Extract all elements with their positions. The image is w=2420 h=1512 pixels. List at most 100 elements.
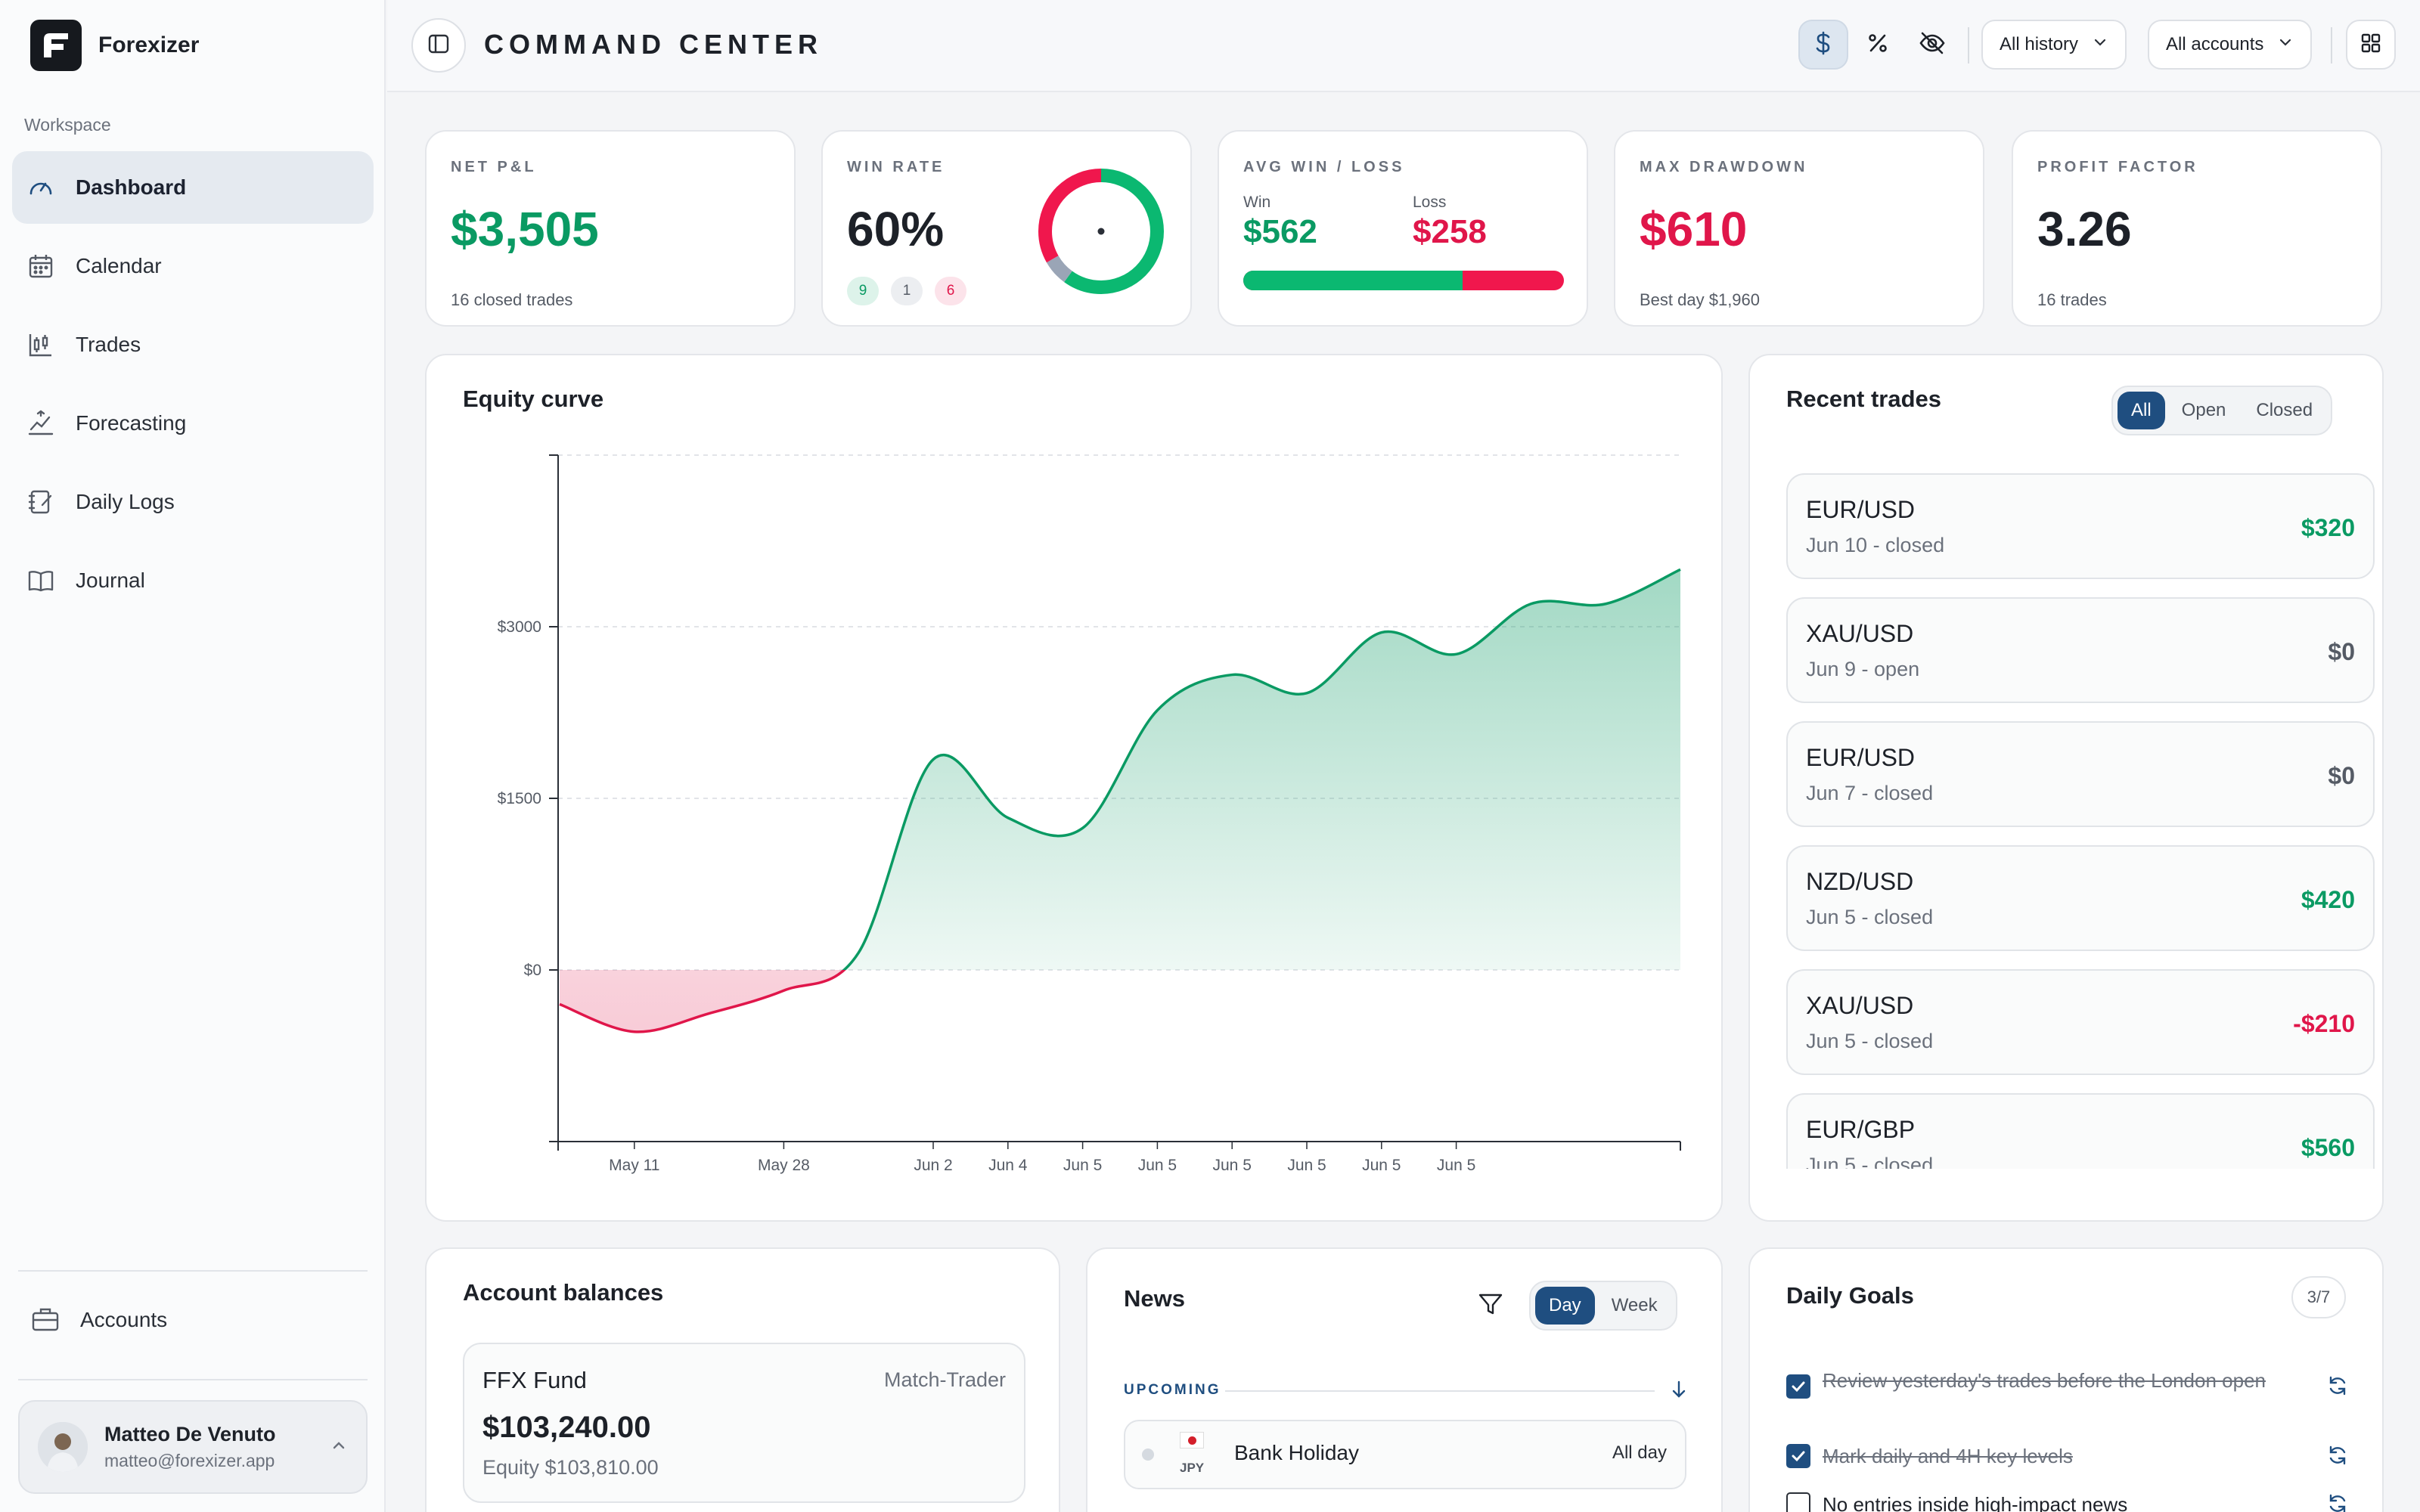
trade-row[interactable]: EUR/USD Jun 10 - closed $320 <box>1786 473 2375 579</box>
filter-all-button[interactable]: All <box>2118 392 2165 429</box>
page-title: COMMAND CENTER <box>484 29 823 60</box>
accounts-label: Accounts <box>80 1308 168 1331</box>
news-item[interactable]: JPY Bank Holiday All day <box>1124 1420 1686 1489</box>
workspace-label: Workspace <box>24 115 111 135</box>
goals-progress-badge: 3/7 <box>2291 1276 2346 1318</box>
sidebar-item-label: Daily Logs <box>76 490 175 513</box>
filter-icon[interactable] <box>1478 1291 1503 1321</box>
upcoming-label: UPCOMING <box>1124 1382 1221 1398</box>
sidebar-item-forecasting[interactable]: Forecasting <box>12 387 374 460</box>
x-tick-label: Jun 5 <box>1437 1157 1475 1174</box>
trade-date-status: Jun 9 - open <box>1806 658 1920 680</box>
max-drawdown-value: $610 <box>1640 202 1748 256</box>
filter-open-button[interactable]: Open <box>2181 400 2226 420</box>
filter-closed-button[interactable]: Closed <box>2256 400 2313 420</box>
chevron-up-icon <box>330 1436 348 1458</box>
goal-checkbox[interactable] <box>1786 1444 1810 1468</box>
sidebar-toggle-button[interactable] <box>411 18 466 73</box>
repeat-icon[interactable] <box>2326 1374 2349 1401</box>
repeat-icon[interactable] <box>2326 1444 2349 1470</box>
trade-date-status: Jun 5 - closed <box>1806 1154 1934 1169</box>
x-tick-label: Jun 5 <box>1287 1157 1326 1174</box>
wins-badge: 9 <box>847 277 879 305</box>
eye-off-icon <box>1919 29 1946 60</box>
loss-label: Loss <box>1413 194 1447 211</box>
history-select[interactable]: All history <box>1981 20 2127 70</box>
calendar-icon <box>26 251 56 281</box>
trade-row[interactable]: XAU/USD Jun 5 - closed -$210 <box>1786 969 2375 1075</box>
trade-symbol: NZD/USD <box>1806 868 1914 895</box>
trade-row[interactable]: NZD/USD Jun 5 - closed $420 <box>1786 845 2375 951</box>
news-currency: JPY <box>1180 1461 1205 1475</box>
recent-trades-list[interactable]: EUR/USD Jun 10 - closed $320 XAU/USD Jun… <box>1750 473 2382 1169</box>
x-tick-label: Jun 5 <box>1063 1157 1102 1174</box>
repeat-icon[interactable] <box>2326 1492 2349 1512</box>
account-platform: Match-Trader <box>883 1368 1006 1391</box>
accounts-select[interactable]: All accounts <box>2148 20 2313 70</box>
news-day-button[interactable]: Day <box>1535 1287 1595 1325</box>
sidebar-item-dashboard[interactable]: Dashboard <box>12 151 374 224</box>
stat-label: WIN RATE <box>847 159 945 175</box>
equity-curve-title: Equity curve <box>463 386 604 412</box>
layout-button[interactable] <box>2346 20 2396 70</box>
candlestick-icon <box>26 330 56 360</box>
donut-center-dot <box>1097 228 1105 235</box>
win-rate-card: WIN RATE 60% 9 1 6 <box>821 130 1192 327</box>
news-week-button[interactable]: Week <box>1611 1295 1658 1315</box>
jpy-flag-icon <box>1180 1432 1204 1448</box>
user-info: Matteo De Venuto matteo@forexizer.app <box>104 1423 276 1471</box>
win-bar-fill <box>1243 271 1463 290</box>
forecast-icon <box>26 408 56 438</box>
trade-row[interactable]: EUR/USD Jun 7 - closed $0 <box>1786 721 2375 827</box>
win-label: Win <box>1243 194 1271 211</box>
net-pnl-value: $3,505 <box>451 202 599 256</box>
equity-curve-chart[interactable]: $0 $1500 $3000 May 11 May 28 Jun 2 Jun 4 Jun 5 J… <box>427 355 1721 1220</box>
trade-date-status: Jun 5 - closed <box>1806 1030 1934 1052</box>
arrow-down-icon[interactable] <box>1668 1379 1689 1404</box>
sidebar-item-accounts[interactable]: Accounts <box>30 1305 167 1335</box>
x-tick-label: May 28 <box>758 1157 810 1174</box>
sidebar-item-trades[interactable]: Trades <box>12 308 374 381</box>
losses-badge: 6 <box>935 277 966 305</box>
equity-curve-card: Equity curve $0 $1500 $3000 May 11 May 28 Jun… <box>425 354 1723 1222</box>
currency-toggle-button[interactable] <box>1798 20 1848 70</box>
history-select-value: All history <box>2000 34 2079 54</box>
brand[interactable]: Forexizer <box>30 20 199 71</box>
profit-factor-card: PROFIT FACTOR 3.26 16 trades <box>2012 130 2382 327</box>
sidebar-item-label: Journal <box>76 569 145 592</box>
news-time: All day <box>1612 1442 1667 1463</box>
chevron-down-icon <box>2092 34 2108 56</box>
brand-name: Forexizer <box>98 33 200 57</box>
win-loss-counts: 9 1 6 <box>847 277 979 305</box>
trade-date-status: Jun 10 - closed <box>1806 534 1945 556</box>
trade-date-status: Jun 5 - closed <box>1806 906 1934 928</box>
hide-values-button[interactable] <box>1907 20 1957 70</box>
avg-loss-value: $258 <box>1413 213 1487 250</box>
sidebar-toggle-icon <box>427 33 450 59</box>
goal-checkbox[interactable] <box>1786 1374 1810 1399</box>
trade-row[interactable]: XAU/USD Jun 9 - open $0 <box>1786 597 2375 703</box>
account-balance-item[interactable]: FFX Fund Match-Trader $103,240.00 Equity… <box>463 1343 1025 1503</box>
avg-win-loss-card: AVG WIN / LOSS Win $562 Loss $258 <box>1218 130 1588 327</box>
percent-toggle-button[interactable] <box>1853 20 1903 70</box>
sidebar-item-label: Calendar <box>76 254 162 277</box>
stat-label: AVG WIN / LOSS <box>1243 159 1405 175</box>
trade-pnl: $0 <box>2328 638 2355 665</box>
donut-losses-segment <box>1038 169 1164 294</box>
y-tick-label: $0 <box>524 962 541 979</box>
user-menu[interactable]: Matteo De Venuto matteo@forexizer.app <box>18 1400 368 1494</box>
account-balances-title: Account balances <box>463 1279 664 1306</box>
stat-label: MAX DRAWDOWN <box>1640 159 1808 175</box>
gauge-icon <box>26 172 56 203</box>
trade-symbol: EUR/USD <box>1806 496 1916 523</box>
win-loss-bar <box>1243 271 1564 290</box>
sidebar-nav: Dashboard Calendar Trades Forecasting Da… <box>12 151 374 623</box>
sidebar-item-daily-logs[interactable]: Daily Logs <box>12 466 374 538</box>
briefcase-icon <box>30 1305 60 1335</box>
news-title: News <box>1124 1285 1185 1312</box>
x-tick-label: Jun 5 <box>1213 1157 1252 1174</box>
sidebar-item-journal[interactable]: Journal <box>12 544 374 617</box>
sidebar-item-calendar[interactable]: Calendar <box>12 230 374 302</box>
trade-row[interactable]: EUR/GBP Jun 5 - closed $560 <box>1786 1093 2375 1169</box>
goal-checkbox[interactable] <box>1786 1492 1810 1512</box>
